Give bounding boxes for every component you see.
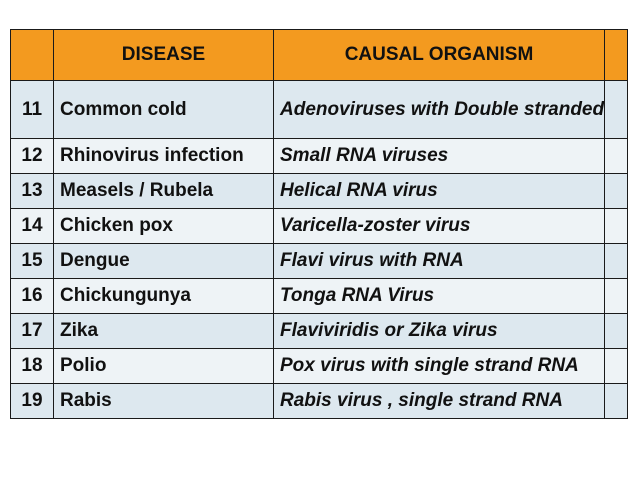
header-extra-cell (604, 29, 628, 81)
row-number: 18 (10, 348, 54, 384)
row-disease: Dengue (53, 243, 274, 279)
row-number: 19 (10, 383, 54, 419)
table-row: 15 Dengue Flavi virus with RNA (10, 243, 628, 279)
row-organism: Helical RNA virus (273, 173, 605, 209)
row-number: 11 (10, 80, 54, 139)
row-extra-cell (604, 313, 628, 349)
row-extra-cell (604, 138, 628, 174)
row-extra-cell (604, 348, 628, 384)
table-row: 14 Chicken pox Varicella-zoster virus (10, 208, 628, 244)
row-organism: Adenoviruses with Double stranded DNA (273, 80, 605, 139)
row-organism: Small RNA viruses (273, 138, 605, 174)
row-extra-cell (604, 173, 628, 209)
row-organism: Pox virus with single strand RNA (273, 348, 605, 384)
table-header-row: DISEASE CAUSAL ORGANISM (10, 29, 628, 81)
disease-table: DISEASE CAUSAL ORGANISM 11 Common cold A… (10, 29, 628, 419)
table-row: 17 Zika Flaviviridis or Zika virus (10, 313, 628, 349)
table-row: 16 Chickungunya Tonga RNA Virus (10, 278, 628, 314)
header-number-cell (10, 29, 54, 81)
row-organism: Flaviviridis or Zika virus (273, 313, 605, 349)
row-organism: Rabis virus , single strand RNA (273, 383, 605, 419)
table-row: 18 Polio Pox virus with single strand RN… (10, 348, 628, 384)
table-row: 12 Rhinovirus infection Small RNA viruse… (10, 138, 628, 174)
row-extra-cell (604, 208, 628, 244)
header-disease: DISEASE (53, 29, 274, 81)
row-disease: Measels / Rubela (53, 173, 274, 209)
row-number: 17 (10, 313, 54, 349)
row-number: 13 (10, 173, 54, 209)
row-disease: Chickungunya (53, 278, 274, 314)
row-disease: Rhinovirus infection (53, 138, 274, 174)
row-number: 15 (10, 243, 54, 279)
row-disease: Chicken pox (53, 208, 274, 244)
row-extra-cell (604, 383, 628, 419)
row-number: 16 (10, 278, 54, 314)
table-row: 13 Measels / Rubela Helical RNA virus (10, 173, 628, 209)
header-causal-organism: CAUSAL ORGANISM (273, 29, 605, 81)
row-organism: Tonga RNA Virus (273, 278, 605, 314)
row-organism: Flavi virus with RNA (273, 243, 605, 279)
row-disease: Polio (53, 348, 274, 384)
row-disease: Common cold (53, 80, 274, 139)
row-extra-cell (604, 80, 628, 139)
row-organism: Varicella-zoster virus (273, 208, 605, 244)
row-extra-cell (604, 243, 628, 279)
table-row: 19 Rabis Rabis virus , single strand RNA (10, 383, 628, 419)
row-disease: Rabis (53, 383, 274, 419)
row-number: 14 (10, 208, 54, 244)
table-row: 11 Common cold Adenoviruses with Double … (10, 80, 628, 139)
row-extra-cell (604, 278, 628, 314)
row-disease: Zika (53, 313, 274, 349)
row-number: 12 (10, 138, 54, 174)
